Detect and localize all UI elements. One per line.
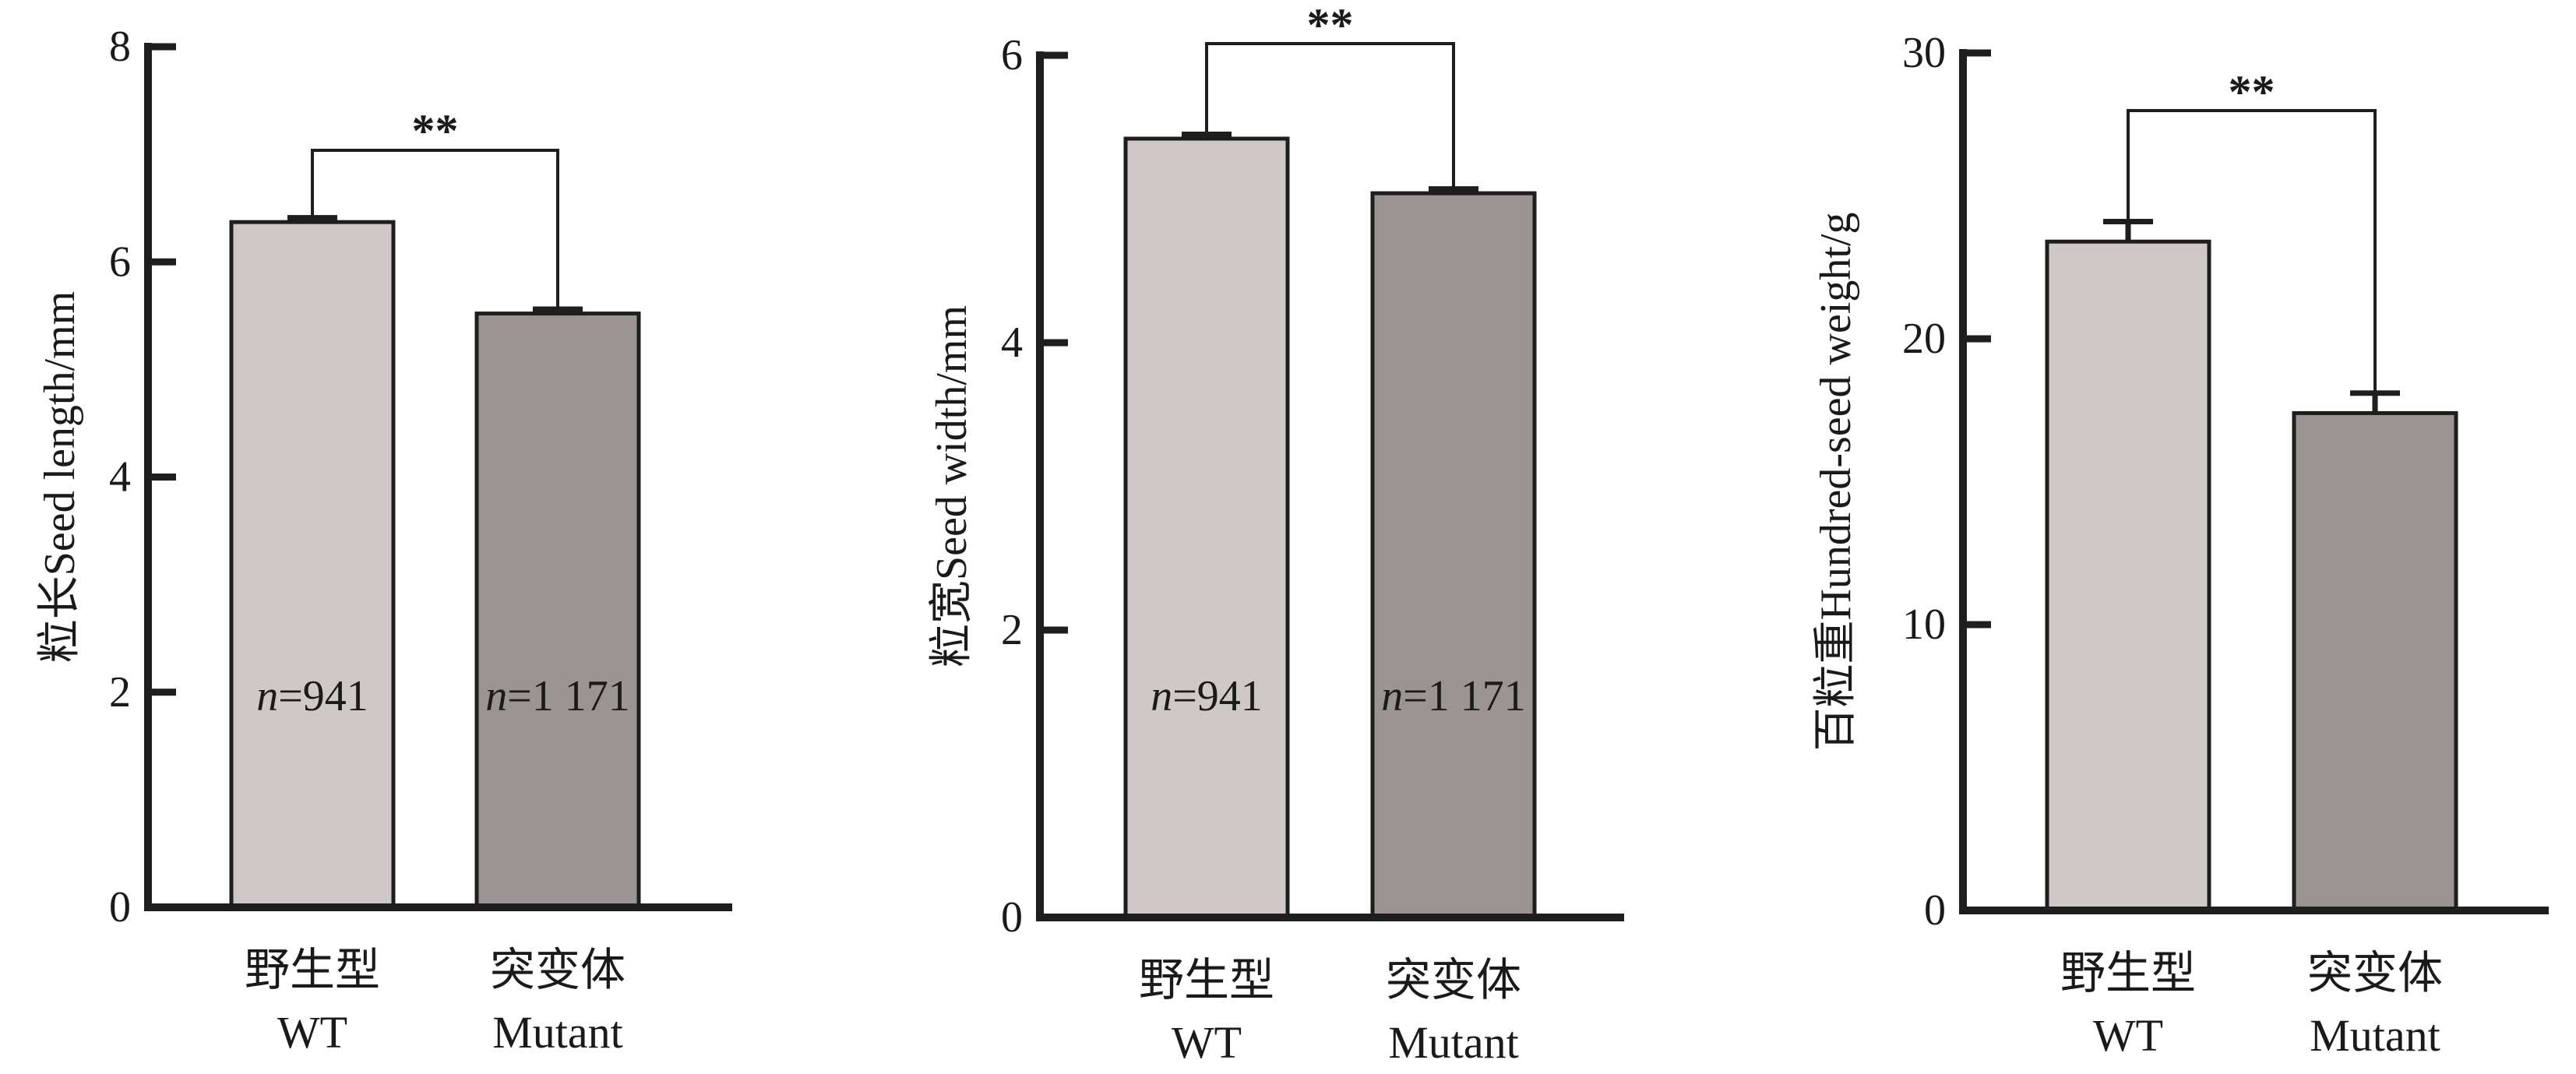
y-tick-label: 30 — [1902, 29, 1946, 77]
category-label-en: WT — [277, 1007, 347, 1058]
seed-length-panel: 0 2 4 6 8 粒长Seed length/mm 野生型 WT 突变体 Mutant n=941… — [36, 23, 732, 1058]
hundred-seed-weight-panel: 0 10 20 30 百粒重Hundred-seed weight/g 野生型 WT 突变体 M… — [1812, 29, 2549, 1061]
sample-size-label: n=941 — [256, 672, 368, 720]
sample-size-label: n=1 171 — [485, 672, 630, 720]
significance-bracket — [1205, 42, 1455, 189]
significance-bracket — [311, 149, 559, 310]
y-tick-label: 0 — [1924, 886, 1946, 935]
y-tick-label: 4 — [1001, 319, 1023, 367]
significance-label: ** — [412, 105, 459, 157]
bar-mutant — [1370, 191, 1537, 920]
category-label-en: WT — [2093, 1010, 2163, 1061]
category-label-cn: 野生型 — [245, 945, 380, 995]
bar-wt — [1123, 136, 1290, 920]
y-axis-label: 百粒重Hundred-seed weight/g — [1812, 212, 1860, 751]
bar-mutant — [474, 312, 641, 910]
y-tick-label: 0 — [109, 883, 131, 931]
category-label-cn: 野生型 — [1139, 955, 1274, 1005]
category-label-en: Mutant — [2310, 1010, 2440, 1061]
bar-mutant — [2292, 410, 2458, 913]
y-tick-label: 2 — [1001, 606, 1023, 654]
sample-size-label: n=941 — [1151, 672, 1263, 720]
seed-width-panel: 0 2 4 6 粒宽Seed width/mm 野生型 WT 突变体 Mutant n=941 n=… — [928, 0, 1624, 1068]
y-tick-label: 6 — [109, 238, 131, 286]
category-label-cn: 突变体 — [1386, 955, 1521, 1005]
y-tick-label: 20 — [1902, 315, 1946, 363]
category-label-en: WT — [1172, 1017, 1242, 1068]
y-tick-label: 0 — [1001, 893, 1023, 942]
y-tick-label: 8 — [109, 23, 131, 71]
y-tick-label: 2 — [109, 668, 131, 717]
y-tick-label: 4 — [109, 453, 131, 502]
category-label-en: Mutant — [492, 1007, 623, 1058]
y-tick-label: 10 — [1902, 600, 1946, 649]
significance-bracket — [2127, 109, 2377, 393]
category-label-cn: 突变体 — [2307, 948, 2443, 998]
category-label-en: Mutant — [1388, 1017, 1519, 1068]
y-tick-label: 6 — [1001, 31, 1023, 79]
sample-size-label: n=1 171 — [1381, 672, 1526, 720]
y-axis-label: 粒宽Seed width/mm — [928, 305, 976, 667]
category-label-cn: 野生型 — [2060, 948, 2196, 998]
category-label-cn: 突变体 — [490, 945, 625, 995]
y-axis-label: 粒长Seed length/mm — [36, 291, 84, 664]
bar-wt — [2045, 239, 2211, 913]
bar-wt — [229, 220, 396, 910]
significance-label: ** — [1307, 0, 1354, 51]
significance-label: ** — [2229, 66, 2275, 118]
